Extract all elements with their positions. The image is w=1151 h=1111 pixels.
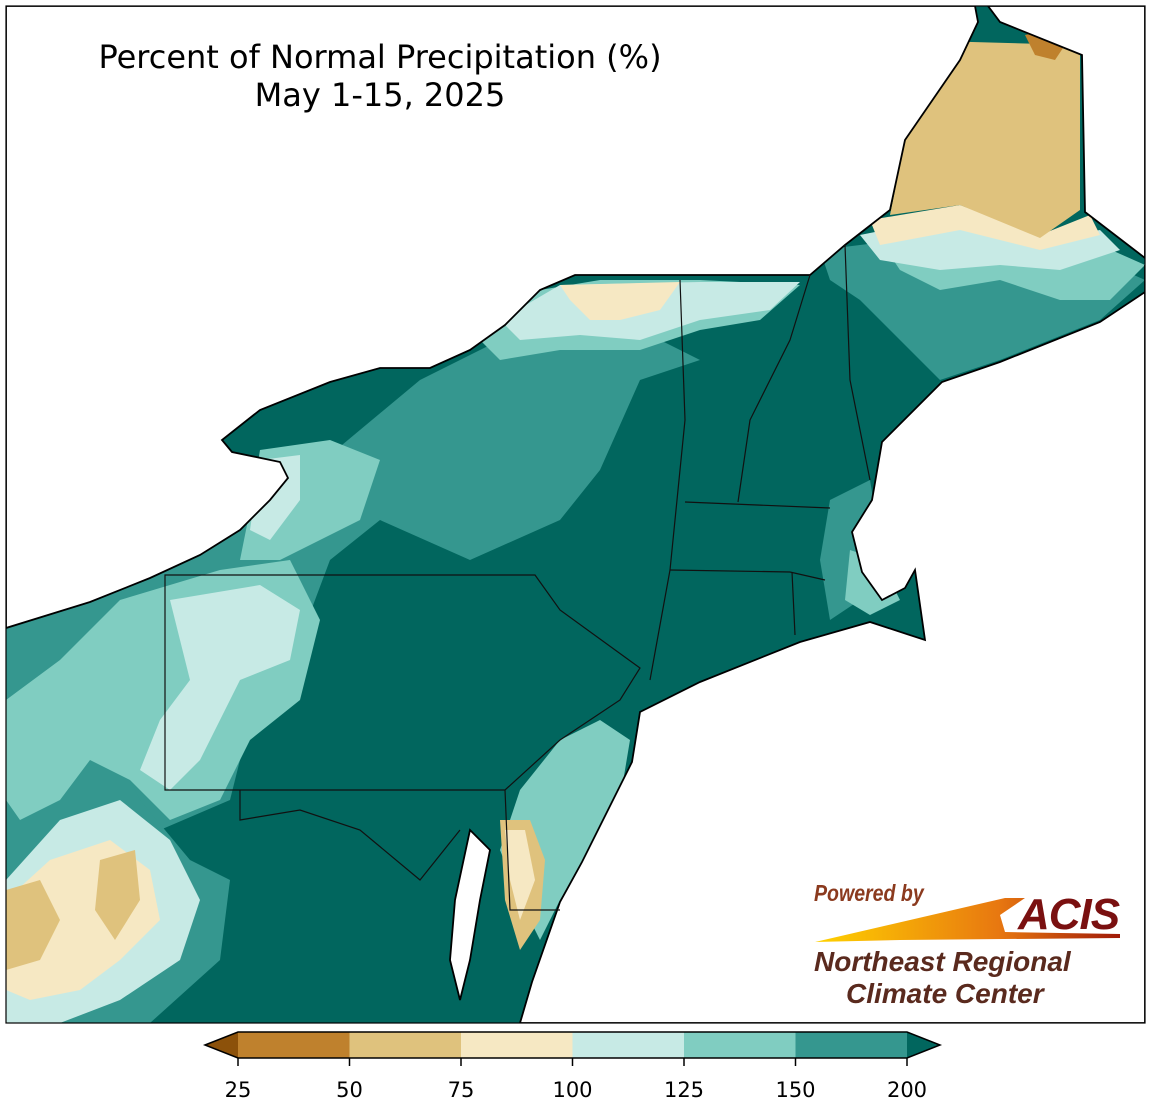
atlantic-ocean — [519, 265, 1145, 1023]
colorbar — [202, 1031, 943, 1066]
border-de — [504, 789, 560, 911]
canada-great-lakes — [6, 6, 979, 629]
colorbar-tick-label: 25 — [224, 1078, 252, 1102]
logo-powered-by: Powered by — [814, 880, 924, 906]
contour-75-100 — [140, 585, 300, 790]
colorbar-tick-label: 150 — [775, 1078, 816, 1102]
colorbar-bin-125-150 — [684, 1032, 796, 1058]
colorbar-tick-label: 75 — [447, 1078, 475, 1102]
logo-acis: ACIS — [1018, 890, 1120, 939]
border-nh-me — [844, 244, 871, 481]
colorbar-tick-label: 125 — [663, 1078, 705, 1102]
border-ct-ri — [791, 571, 796, 636]
state-borders — [164, 244, 871, 911]
border-ma-south — [669, 569, 826, 581]
colorbar-bin-75-100 — [461, 1032, 573, 1058]
colorbar-extend-low — [205, 1032, 238, 1058]
contour-maine-lighttan — [870, 205, 1100, 250]
title-line-1: Percent of Normal Precipitation (%) — [98, 38, 662, 76]
precip-contours — [6, 30, 1145, 1023]
contour-sw-dry — [6, 880, 60, 970]
colorbar-bin-25-50 — [238, 1032, 350, 1058]
border-ny-east — [649, 279, 686, 681]
nrcc-acis-logo: Powered by ACIS Northeast Regional Clima… — [808, 878, 1128, 1018]
colorbar-ticks — [237, 1058, 908, 1066]
water-and-outside — [6, 6, 1145, 1023]
colorbar-tick-label: 50 — [336, 1078, 363, 1102]
colorbar-bin-150-200 — [795, 1032, 907, 1058]
chesapeake-bay — [449, 828, 491, 1001]
title-line-2: May 1-15, 2025 — [254, 76, 506, 114]
border-md — [239, 790, 461, 881]
border-ma-north — [684, 501, 831, 509]
map-title: Percent of Normal Precipitation (%) May … — [40, 38, 720, 114]
border-vt-nh — [737, 274, 811, 503]
acis-swoosh-logo — [815, 898, 1120, 942]
logo-org-line-2: Climate Center — [846, 978, 1044, 1009]
contour-ny-tan — [560, 282, 680, 320]
colorbar-bin-50-75 — [349, 1032, 461, 1058]
colorbar-extend-high — [907, 1032, 940, 1058]
colorbar-tick-label: 200 — [886, 1078, 928, 1102]
colorbar-tick-label: 100 — [552, 1078, 593, 1102]
border-pa — [164, 574, 641, 791]
logo-org-line-1: Northeast Regional — [814, 946, 1071, 977]
contour-delmarva-light — [505, 830, 535, 920]
map-frame — [5, 5, 1146, 1024]
colorbar-bin-100-125 — [572, 1032, 684, 1058]
maine-northeast-canada — [986, 6, 1145, 260]
contour-sw-dry2 — [95, 850, 140, 940]
